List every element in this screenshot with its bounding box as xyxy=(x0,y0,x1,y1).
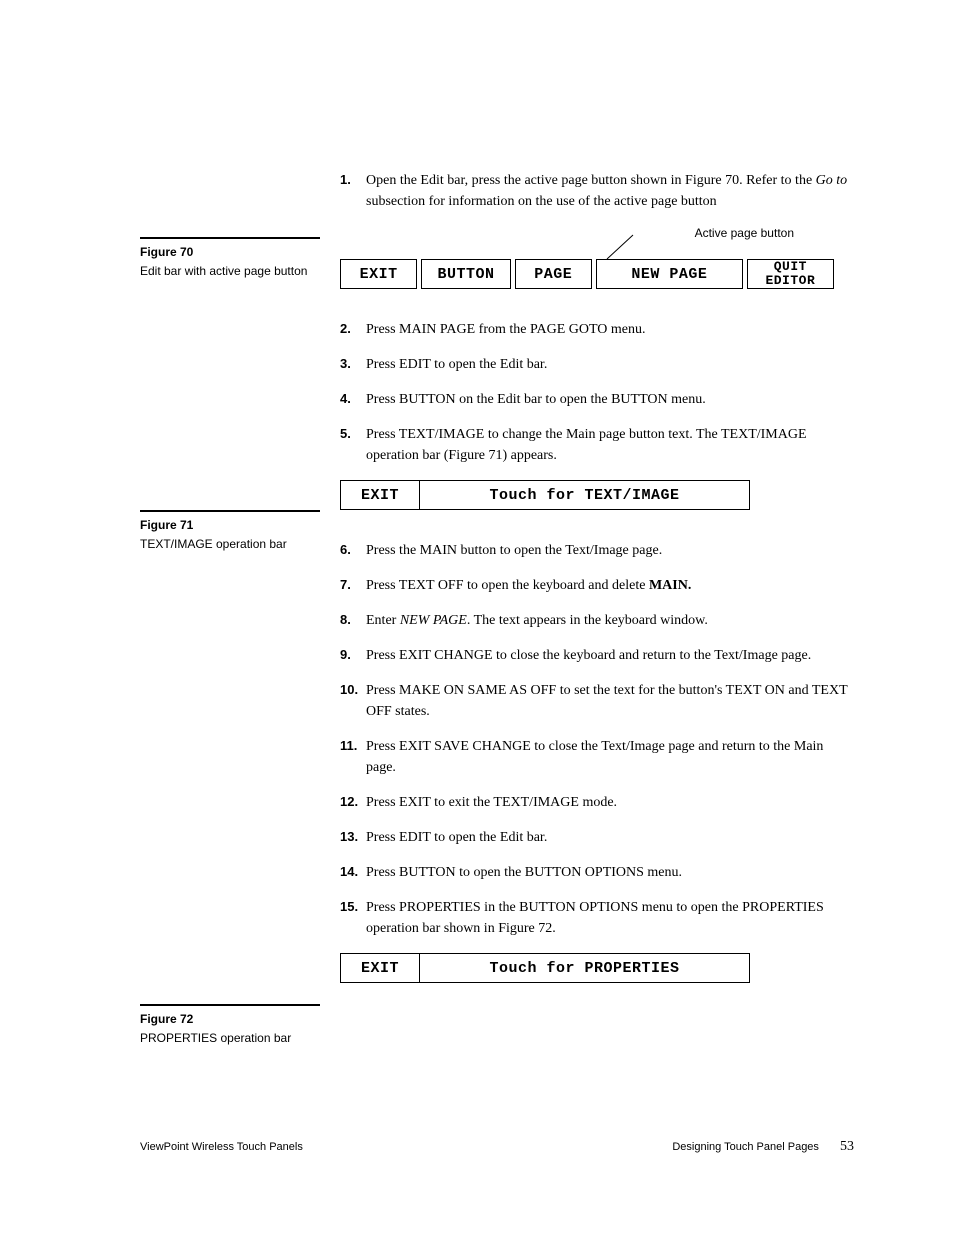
step-text: Press EDIT to open the Edit bar. xyxy=(366,827,854,848)
figure-caption: Edit bar with active page button xyxy=(140,263,320,279)
step-number: 6. xyxy=(340,540,366,561)
edit-bar-button[interactable]: EXIT xyxy=(340,259,417,289)
exit-button[interactable]: EXIT xyxy=(340,480,420,510)
step-text: Open the Edit bar, press the active page… xyxy=(366,170,854,212)
step-item: 10.Press MAKE ON SAME AS OFF to set the … xyxy=(340,680,854,722)
step-text: Press the MAIN button to open the Text/I… xyxy=(366,540,854,561)
page-number: 53 xyxy=(840,1139,854,1154)
footer-left: ViewPoint Wireless Touch Panels xyxy=(140,1141,303,1153)
figure-label: Figure 72 xyxy=(140,1004,320,1026)
step-item: 1.Open the Edit bar, press the active pa… xyxy=(340,170,854,212)
step-number: 14. xyxy=(340,862,366,883)
edit-bar-button[interactable]: PAGE xyxy=(515,259,592,289)
page-footer: ViewPoint Wireless Touch Panels Designin… xyxy=(140,1139,854,1155)
step-item: 4.Press BUTTON on the Edit bar to open t… xyxy=(340,389,854,410)
step-item: 14.Press BUTTON to open the BUTTON OPTIO… xyxy=(340,862,854,883)
step-item: 6.Press the MAIN button to open the Text… xyxy=(340,540,854,561)
exit-button[interactable]: EXIT xyxy=(340,953,420,983)
step-number: 7. xyxy=(340,575,366,596)
touch-message[interactable]: Touch for TEXT/IMAGE xyxy=(420,480,750,510)
figure-caption: TEXT/IMAGE operation bar xyxy=(140,536,320,552)
figure-71-operation-bar: EXIT Touch for TEXT/IMAGE xyxy=(340,480,750,510)
step-item: 7.Press TEXT OFF to open the keyboard an… xyxy=(340,575,854,596)
step-number: 3. xyxy=(340,354,366,375)
step-item: 2.Press MAIN PAGE from the PAGE GOTO men… xyxy=(340,319,854,340)
figure-caption: PROPERTIES operation bar xyxy=(140,1030,320,1046)
step-item: 11.Press EXIT SAVE CHANGE to close the T… xyxy=(340,736,854,778)
edit-bar-button[interactable]: BUTTON xyxy=(421,259,510,289)
figure-70-edit-bar: Active page button EXITBUTTONPAGENEW PAG… xyxy=(340,226,854,291)
step-number: 5. xyxy=(340,424,366,466)
footer-right: Designing Touch Panel Pages 53 xyxy=(672,1139,854,1155)
callout-line xyxy=(595,233,635,261)
step-number: 9. xyxy=(340,645,366,666)
step-text: Press EXIT to exit the TEXT/IMAGE mode. xyxy=(366,792,854,813)
figure-70-caption-block: Figure 70 Edit bar with active page butt… xyxy=(140,237,320,279)
step-text: Press MAIN PAGE from the PAGE GOTO menu. xyxy=(366,319,854,340)
step-item: 13.Press EDIT to open the Edit bar. xyxy=(340,827,854,848)
figure-71-caption-block: Figure 71 TEXT/IMAGE operation bar xyxy=(140,510,320,552)
step-text: Press BUTTON to open the BUTTON OPTIONS … xyxy=(366,862,854,883)
step-text: Press EXIT CHANGE to close the keyboard … xyxy=(366,645,854,666)
step-number: 4. xyxy=(340,389,366,410)
figure-label: Figure 71 xyxy=(140,510,320,532)
step-number: 13. xyxy=(340,827,366,848)
step-number: 15. xyxy=(340,897,366,939)
touch-message[interactable]: Touch for PROPERTIES xyxy=(420,953,750,983)
step-text: Press TEXT/IMAGE to change the Main page… xyxy=(366,424,854,466)
step-number: 10. xyxy=(340,680,366,722)
edit-bar-button[interactable]: QUITEDITOR xyxy=(747,259,834,289)
step-number: 2. xyxy=(340,319,366,340)
step-item: 8.Enter NEW PAGE. The text appears in th… xyxy=(340,610,854,631)
step-text: Press EDIT to open the Edit bar. xyxy=(366,354,854,375)
step-text: Enter NEW PAGE. The text appears in the … xyxy=(366,610,854,631)
figure-72-operation-bar: EXIT Touch for PROPERTIES xyxy=(340,953,750,983)
step-item: 5.Press TEXT/IMAGE to change the Main pa… xyxy=(340,424,854,466)
figure-label: Figure 70 xyxy=(140,237,320,259)
step-number: 12. xyxy=(340,792,366,813)
step-text: Press MAKE ON SAME AS OFF to set the tex… xyxy=(366,680,854,722)
step-text: Press TEXT OFF to open the keyboard and … xyxy=(366,575,854,596)
edit-bar-button[interactable]: NEW PAGE xyxy=(596,259,743,289)
step-text: Press PROPERTIES in the BUTTON OPTIONS m… xyxy=(366,897,854,939)
step-number: 1. xyxy=(340,170,366,212)
step-item: 3.Press EDIT to open the Edit bar. xyxy=(340,354,854,375)
figure-72-caption-block: Figure 72 PROPERTIES operation bar xyxy=(140,1004,320,1046)
step-item: 15.Press PROPERTIES in the BUTTON OPTION… xyxy=(340,897,854,939)
step-item: 9.Press EXIT CHANGE to close the keyboar… xyxy=(340,645,854,666)
active-page-button-callout: Active page button xyxy=(695,226,794,240)
step-text: Press EXIT SAVE CHANGE to close the Text… xyxy=(366,736,854,778)
step-text: Press BUTTON on the Edit bar to open the… xyxy=(366,389,854,410)
step-number: 8. xyxy=(340,610,366,631)
step-item: 12.Press EXIT to exit the TEXT/IMAGE mod… xyxy=(340,792,854,813)
step-number: 11. xyxy=(340,736,366,778)
